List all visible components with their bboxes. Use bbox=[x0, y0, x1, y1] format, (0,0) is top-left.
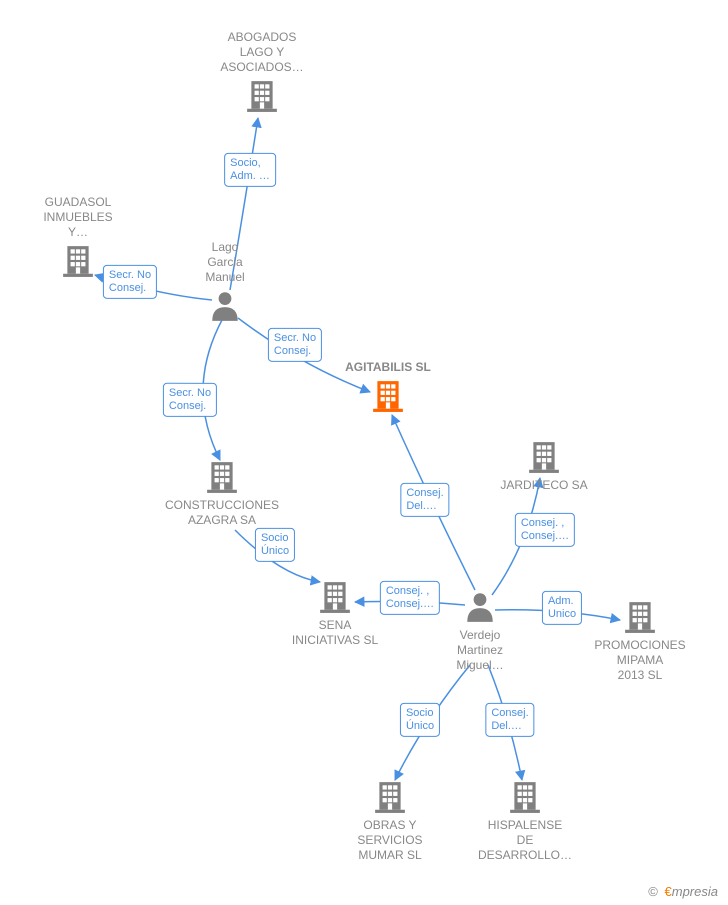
person-icon bbox=[212, 292, 238, 321]
edge-construcciones-sena bbox=[235, 530, 320, 582]
copyright: © €mpresia bbox=[648, 884, 718, 899]
edge-verdejo-hispalense bbox=[488, 665, 522, 780]
building-icon bbox=[510, 782, 540, 813]
edge-verdejo-sena bbox=[355, 601, 465, 605]
building-icon bbox=[373, 381, 403, 412]
building-icon bbox=[375, 782, 405, 813]
building-icon bbox=[529, 442, 559, 473]
edge-lago-agitabilis bbox=[238, 318, 370, 392]
building-icon bbox=[320, 582, 350, 613]
edge-verdejo-agitabilis bbox=[392, 415, 475, 590]
brand-rest: mpresia bbox=[672, 884, 718, 899]
building-icon bbox=[247, 81, 277, 112]
brand-first-letter: € bbox=[665, 884, 672, 899]
building-icon bbox=[207, 462, 237, 493]
copyright-symbol: © bbox=[648, 884, 658, 899]
building-icon bbox=[625, 602, 655, 633]
edge-lago-abogados bbox=[230, 118, 258, 290]
building-icon bbox=[63, 246, 93, 277]
edge-verdejo-promociones bbox=[495, 610, 620, 620]
edge-lago-guadasol bbox=[95, 275, 212, 300]
diagram-canvas bbox=[0, 0, 728, 905]
edge-lago-construcciones bbox=[203, 320, 222, 460]
edge-verdejo-jarditeco bbox=[492, 478, 540, 595]
person-icon bbox=[467, 593, 493, 622]
edge-verdejo-obras bbox=[395, 665, 470, 780]
